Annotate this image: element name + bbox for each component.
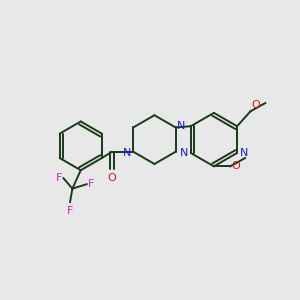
Text: O: O	[251, 100, 260, 110]
Text: F: F	[88, 179, 94, 189]
Text: N: N	[123, 148, 132, 158]
Text: N: N	[177, 121, 186, 131]
Text: N: N	[239, 148, 248, 158]
Text: F: F	[56, 173, 62, 183]
Text: N: N	[180, 148, 188, 158]
Text: O: O	[231, 161, 240, 171]
Text: O: O	[108, 173, 116, 184]
Text: F: F	[67, 206, 73, 216]
